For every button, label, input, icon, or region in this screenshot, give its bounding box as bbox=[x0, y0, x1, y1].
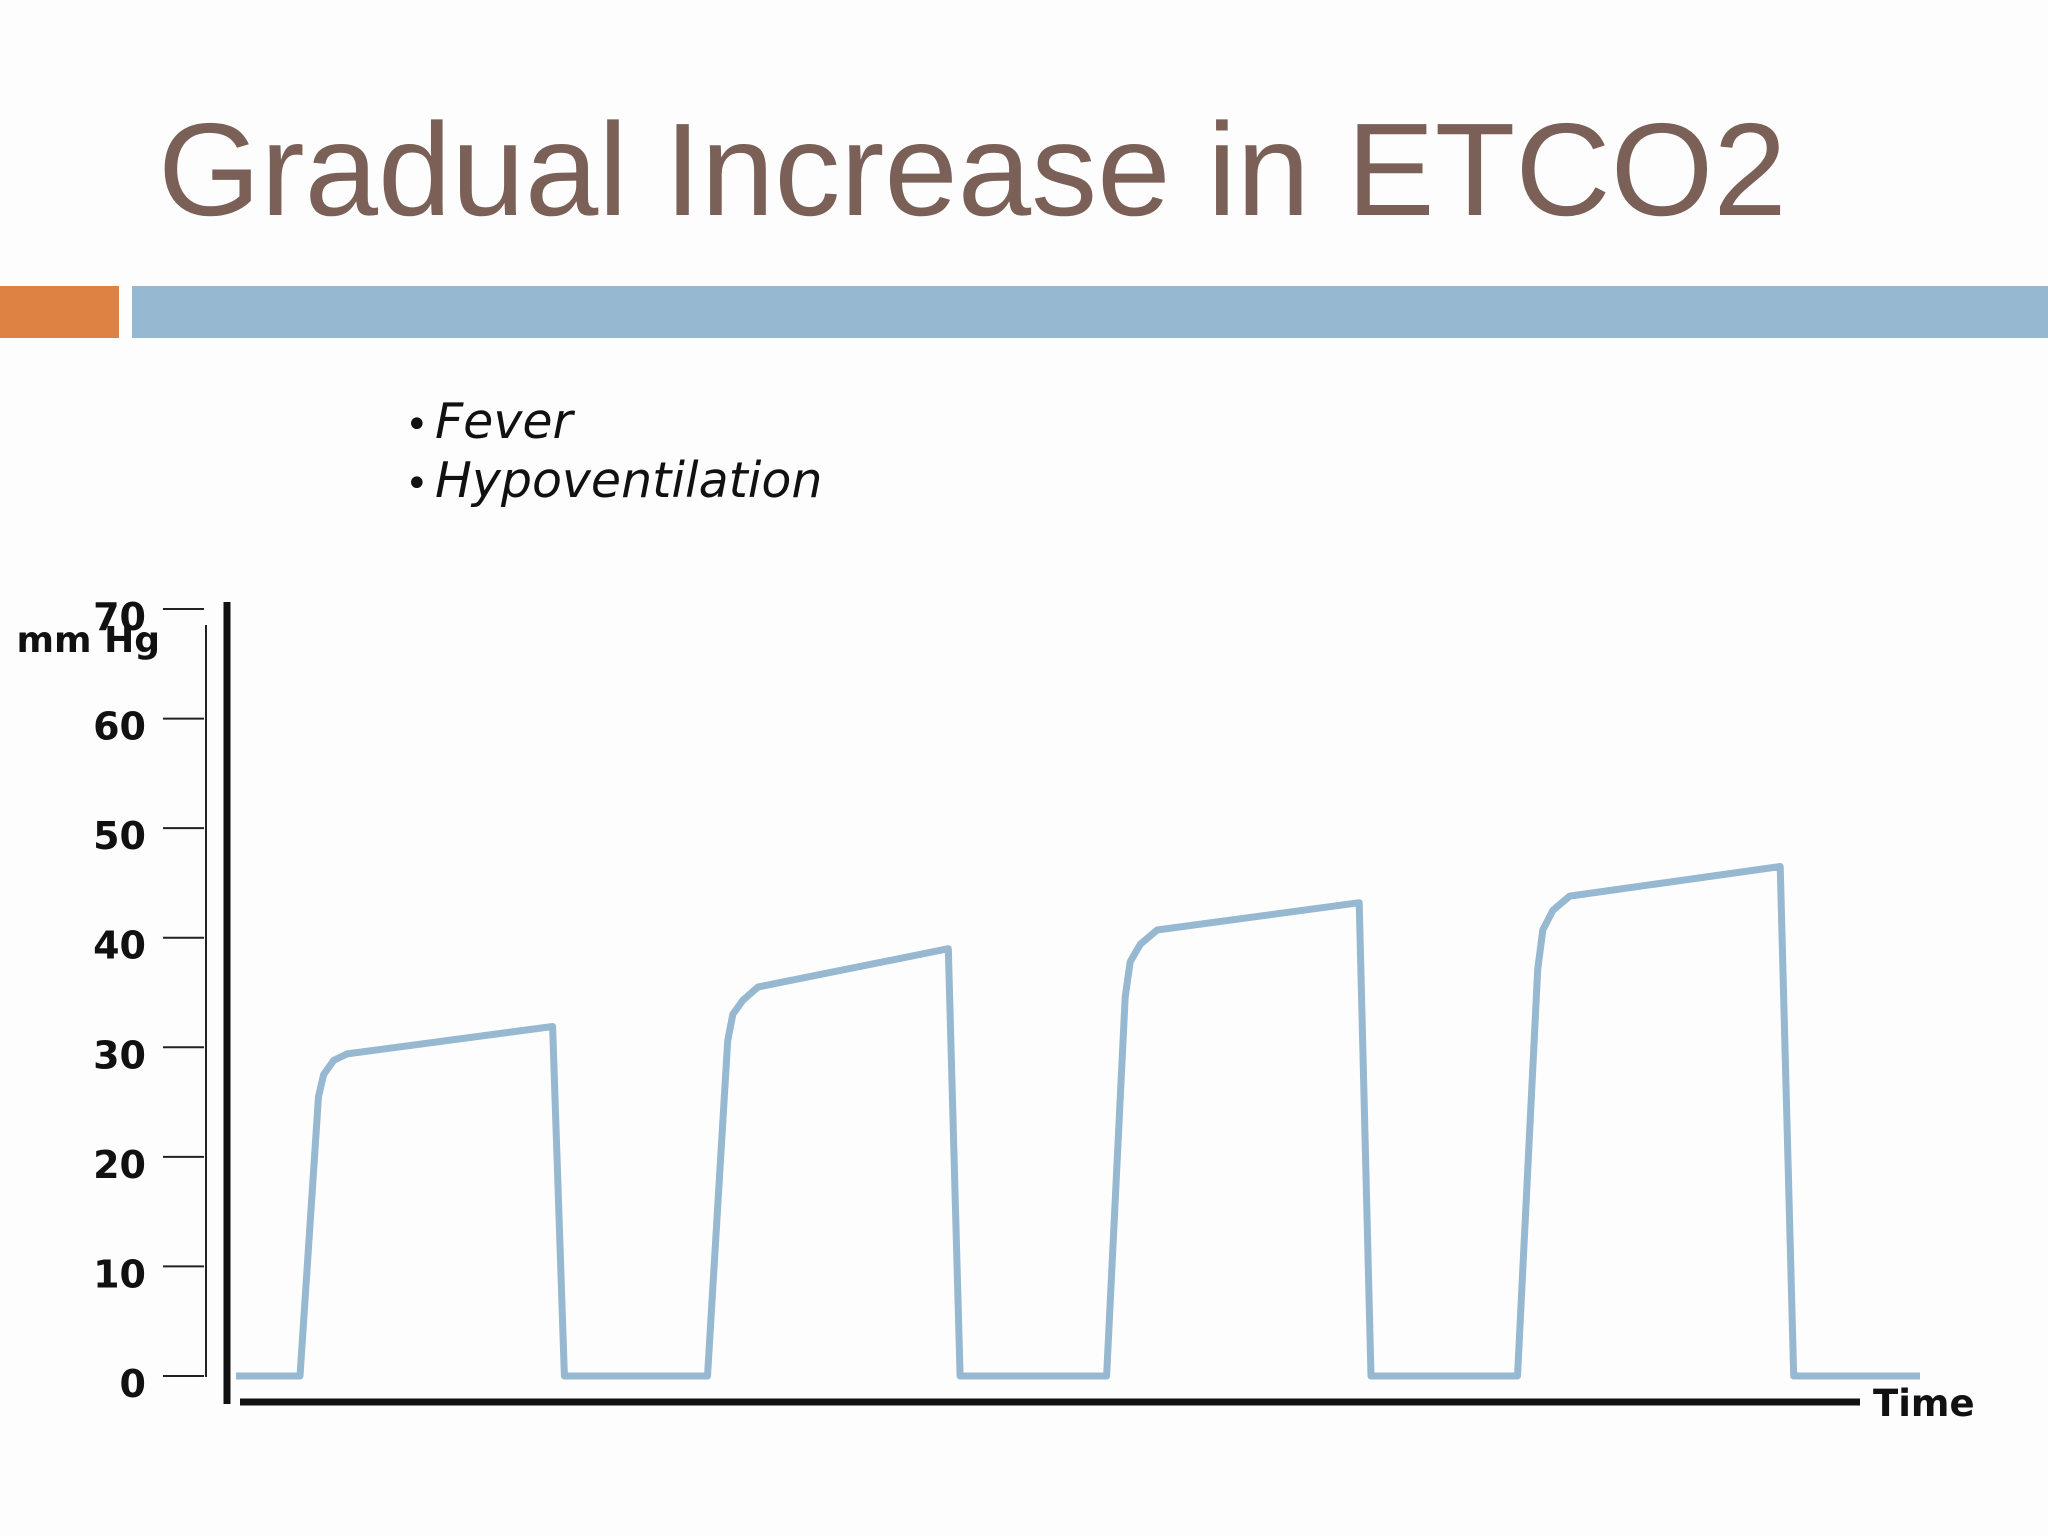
etco2-waveform-series bbox=[236, 863, 1920, 1380]
bullet-item-hypoventilation: • Hypoventilation bbox=[405, 453, 822, 512]
y-axis-ticks: 0 10 20 30 40 50 60 70 bbox=[93, 595, 204, 1406]
bullet-text: Hypoventilation bbox=[435, 452, 823, 509]
bullet-text: Fever bbox=[435, 393, 573, 450]
y-tick-label: 10 bbox=[93, 1252, 146, 1296]
y-tick-label: 40 bbox=[93, 924, 146, 968]
y-tick-label: 50 bbox=[93, 814, 146, 858]
y-tick-label: 0 bbox=[120, 1362, 146, 1406]
bullet-dot-icon: • bbox=[405, 461, 429, 507]
slide-title: Gradual Increase in ETCO2 bbox=[158, 96, 1787, 243]
bullet-item-fever: • Fever bbox=[405, 394, 822, 453]
title-rule bbox=[132, 286, 2048, 338]
y-tick-label: 20 bbox=[93, 1143, 146, 1187]
y-tick-label: 30 bbox=[93, 1033, 146, 1077]
x-axis-label: Time bbox=[1873, 1382, 1975, 1425]
bullet-dot-icon: • bbox=[405, 402, 429, 448]
bullet-list: • Fever • Hypoventilation bbox=[405, 394, 822, 512]
y-tick-label: 60 bbox=[93, 705, 146, 749]
y-tick-label: 70 bbox=[93, 595, 146, 639]
y-axis-label: mm Hg bbox=[17, 620, 160, 661]
title-accent-bar bbox=[0, 286, 119, 338]
